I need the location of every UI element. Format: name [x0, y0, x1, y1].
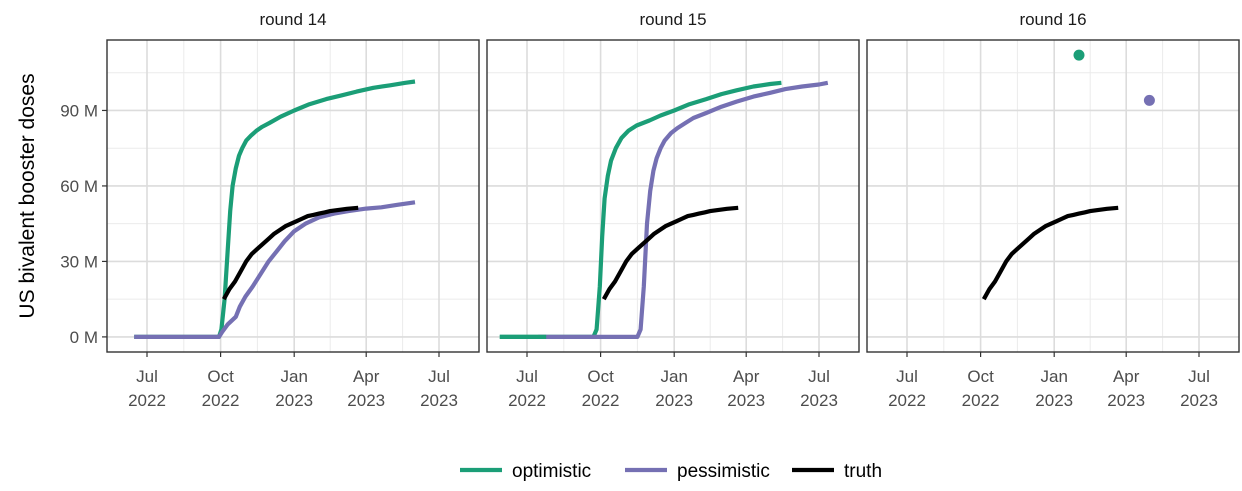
panel-title: round 16	[1019, 10, 1086, 29]
y-tick-label: 0 M	[70, 328, 98, 347]
x-tick-label-year: 2023	[727, 391, 765, 410]
x-tick-label-month: Apr	[353, 367, 380, 386]
x-tick-label-year: 2023	[800, 391, 838, 410]
x-tick-label-month: Oct	[207, 367, 234, 386]
x-tick-label-year: 2023	[420, 391, 458, 410]
legend-label-pessimistic: pessimistic	[677, 461, 770, 482]
y-tick-label: 90 M	[60, 101, 98, 120]
x-tick-label-year: 2023	[347, 391, 385, 410]
x-tick-label-month: Jul	[1188, 367, 1210, 386]
y-tick-label: 30 M	[60, 252, 98, 271]
x-tick-label-year: 2022	[888, 391, 926, 410]
panel-2: round 15 Jul 2022 Oct 2022 Jan 2023 Apr 2023 Jul 2…	[487, 10, 859, 410]
x-tick-label-month: Jul	[136, 367, 158, 386]
series-line-truth	[224, 208, 358, 299]
legend: optimistic pessimistic truth	[460, 461, 882, 482]
x-tick-label-month: Jan	[1040, 367, 1067, 386]
panel-3: round 16 Jul 2022 Oct 2022 Jan 2023 Apr 2023 Jul 2…	[867, 10, 1239, 410]
x-tick-label-month: Oct	[587, 367, 614, 386]
x-tick-label-month: Jul	[516, 367, 538, 386]
x-tick-label-month: Jul	[896, 367, 918, 386]
panel-title: round 15	[639, 10, 706, 29]
panel-1: round 14 Jul 2022 Oct 2022 Jan 2023 Apr 2023 Jul 2…	[60, 10, 479, 410]
x-tick-label-year: 2023	[275, 391, 313, 410]
legend-label-truth: truth	[844, 461, 882, 482]
x-tick-label-month: Jul	[428, 367, 450, 386]
x-tick-label-year: 2022	[582, 391, 620, 410]
x-tick-label-year: 2023	[1180, 391, 1218, 410]
series-line-truth	[604, 208, 738, 299]
y-axis-title: US bivalent booster doses	[16, 73, 39, 318]
series-line-pessimistic	[134, 202, 415, 337]
x-tick-label-year: 2022	[202, 391, 240, 410]
y-tick-label: 60 M	[60, 177, 98, 196]
data-point-optimistic	[1074, 50, 1085, 61]
x-tick-label-year: 2022	[962, 391, 1000, 410]
x-tick-label-month: Jan	[660, 367, 687, 386]
panel-border	[107, 40, 479, 352]
legend-label-optimistic: optimistic	[512, 461, 591, 482]
x-tick-label-month: Apr	[1113, 367, 1140, 386]
x-tick-label-month: Jan	[280, 367, 307, 386]
x-tick-label-month: Jul	[808, 367, 830, 386]
panel-title: round 14	[259, 10, 326, 29]
x-tick-label-year: 2022	[128, 391, 166, 410]
panel-border	[867, 40, 1239, 352]
x-tick-label-year: 2023	[1035, 391, 1073, 410]
x-tick-label-month: Apr	[733, 367, 760, 386]
x-tick-label-year: 2023	[1107, 391, 1145, 410]
x-tick-label-month: Oct	[967, 367, 994, 386]
x-tick-label-year: 2023	[655, 391, 693, 410]
series-line-truth	[984, 208, 1118, 299]
x-tick-label-year: 2022	[508, 391, 546, 410]
data-point-pessimistic	[1144, 95, 1155, 106]
